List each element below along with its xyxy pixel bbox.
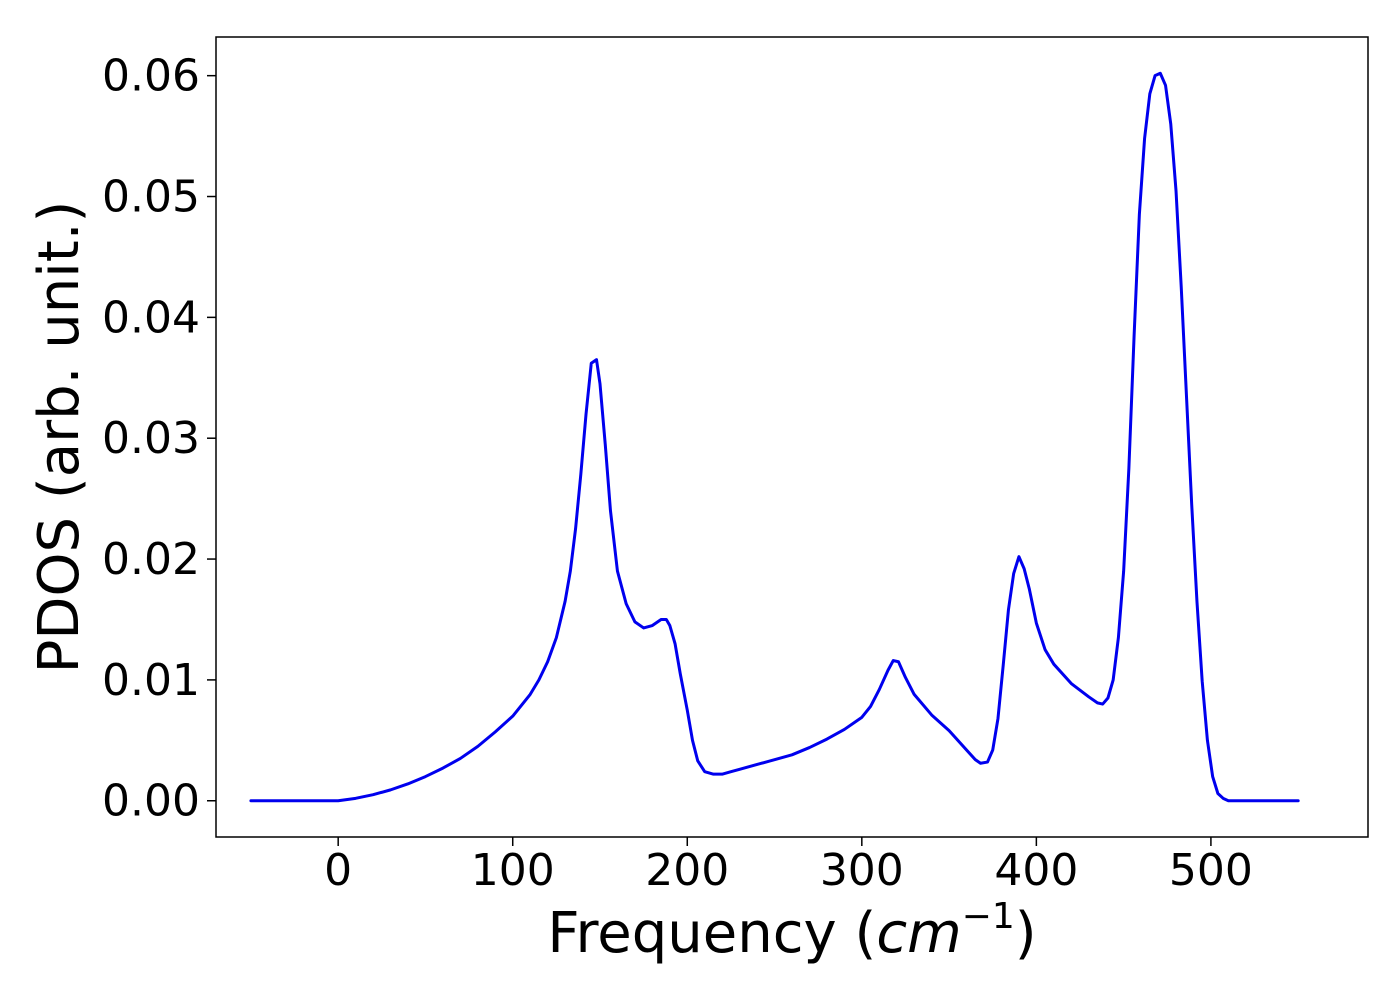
x-axis-title-exponent: −1 [962,896,1015,937]
y-tick-label: 0.00 [102,776,200,827]
x-tick-label: 300 [820,845,904,896]
x-tick-label: 400 [994,845,1078,896]
x-tick-label: 100 [471,845,555,896]
x-tick-label: 500 [1169,845,1253,896]
x-tick-label: 200 [645,845,729,896]
x-axis-title-close: ) [1015,901,1037,966]
y-axis-ticks: 0.00 0.01 0.02 0.03 0.04 0.05 0.06 [102,51,216,827]
y-tick-label: 0.02 [102,534,200,585]
x-axis-title-main: Frequency ( [547,901,876,966]
y-tick-label: 0.04 [102,292,200,343]
x-axis-title-unit: cm [876,901,961,966]
x-tick-label: 0 [324,845,352,896]
y-tick-label: 0.01 [102,655,200,706]
y-tick-label: 0.05 [102,172,200,223]
plot-area-frame [215,36,1369,838]
y-tick-label: 0.03 [102,413,200,464]
y-axis-title: PDOS (arb. unit.) [27,201,92,674]
pdos-series-line [249,71,1300,803]
y-tick-label: 0.06 [102,51,200,102]
x-axis-title: Frequency (cm−1) [547,896,1036,966]
x-axis-ticks: 0 100 200 300 400 500 [324,837,1253,896]
